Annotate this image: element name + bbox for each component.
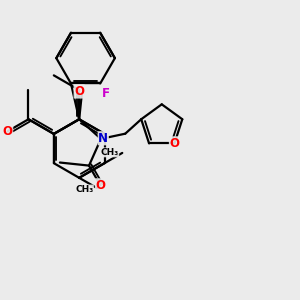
Text: O: O xyxy=(169,137,179,150)
Text: N: N xyxy=(98,132,108,145)
Text: F: F xyxy=(102,87,110,100)
Text: O: O xyxy=(3,125,13,138)
Text: CH₃: CH₃ xyxy=(75,185,93,194)
Text: O: O xyxy=(95,179,105,192)
Text: CH₃: CH₃ xyxy=(100,148,119,157)
Text: O: O xyxy=(74,85,84,98)
